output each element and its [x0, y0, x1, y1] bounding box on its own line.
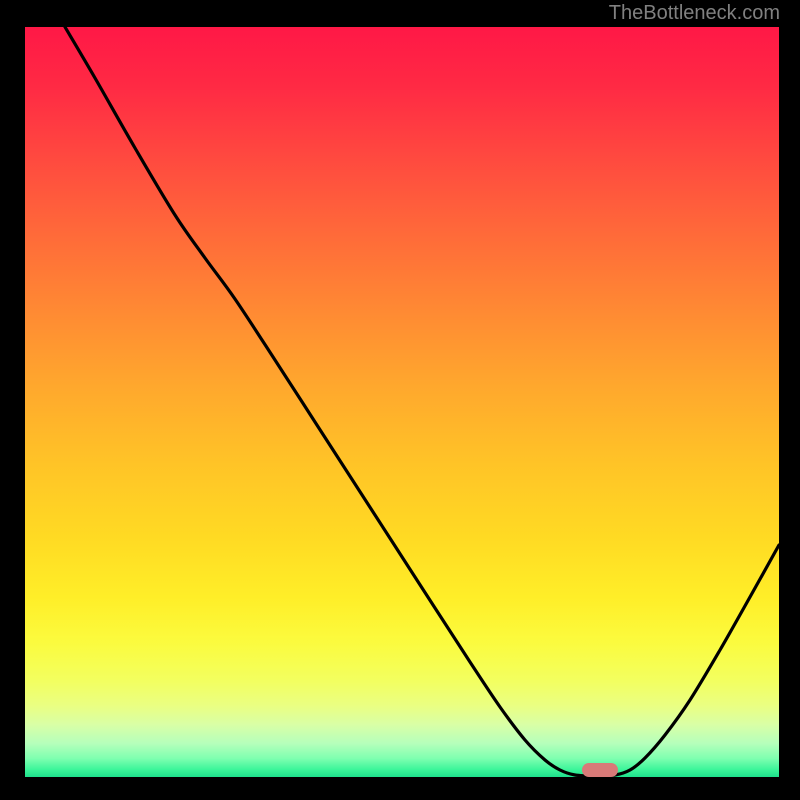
chart-container: { "watermark": { "text": "TheBottleneck.… — [0, 0, 800, 800]
watermark-text: TheBottleneck.com — [609, 2, 780, 25]
optimum-marker — [582, 763, 618, 777]
plot-area — [25, 27, 779, 777]
bottleneck-curve — [25, 27, 779, 777]
